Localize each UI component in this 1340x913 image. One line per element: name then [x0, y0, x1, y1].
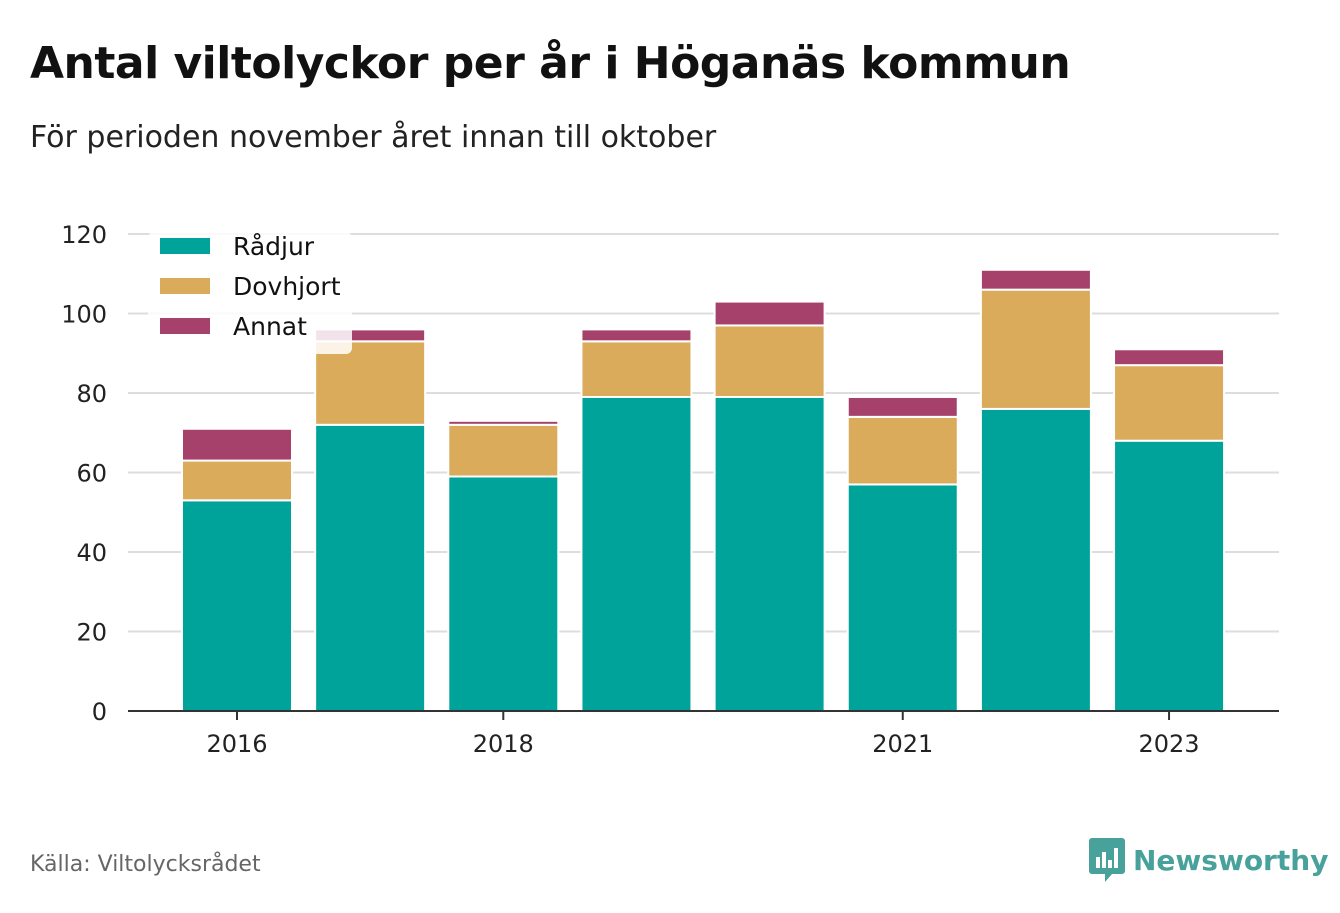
bar-dovhjort-2018: [447, 423, 560, 478]
bar-dovhjort-2020: [713, 324, 826, 398]
newsworthy-logo-icon: [1089, 838, 1125, 882]
bar-dovhjort-2016: [181, 459, 293, 502]
brand-logo: Newsworthy: [1089, 838, 1328, 882]
x-tick-label: 2021: [872, 730, 933, 758]
bar-annat-2019: [580, 328, 693, 343]
y-tick-label: 100: [61, 301, 107, 329]
source-note: Källa: Viltolycksrådet: [30, 852, 261, 877]
bar-annat-2020: [713, 300, 826, 327]
y-tick-label: 60: [76, 460, 107, 488]
bar-r-djur-2016: [181, 499, 293, 713]
legend-label-3: Annat: [233, 312, 307, 341]
bar-r-djur-2019: [580, 395, 693, 712]
bar-r-djur-2022: [979, 407, 1092, 712]
bar-r-djur-2020: [713, 395, 826, 712]
legend-swatch-3: [160, 318, 210, 334]
brand-name: Newsworthy: [1133, 843, 1329, 877]
y-tick-label: 80: [76, 380, 107, 408]
bars: [181, 268, 1226, 713]
x-tick-label: 2023: [1139, 730, 1200, 758]
legend-label-1: Rådjur: [233, 232, 315, 261]
bar-annat-2023: [1113, 348, 1226, 367]
legend: Rådjur Dovhjort Annat: [148, 232, 352, 354]
y-tick-label: 0: [92, 698, 107, 726]
axes: 0 20 40 60 80 100 120 2016 2018 2021 2023: [61, 221, 1279, 758]
x-tick-label: 2018: [473, 730, 534, 758]
legend-label-2: Dovhjort: [233, 272, 341, 301]
y-tick-label: 20: [76, 619, 107, 647]
y-tick-label: 120: [61, 221, 107, 249]
x-tick-label: 2016: [206, 730, 267, 758]
bar-dovhjort-2019: [580, 340, 693, 398]
bar-annat-2021: [846, 395, 959, 418]
legend-swatch-1: [160, 238, 210, 254]
legend-swatch-2: [160, 278, 210, 294]
y-tick-label: 40: [76, 539, 107, 567]
bar-r-djur-2018: [447, 475, 560, 712]
chart-subtitle: För perioden november året innan till ok…: [30, 120, 717, 155]
bar-annat-2022: [979, 268, 1092, 291]
bar-r-djur-2023: [1113, 439, 1226, 712]
bar-annat-2018: [447, 419, 560, 426]
chart-title: Antal viltolyckor per år i Höganäs kommu…: [30, 38, 1071, 89]
bar-dovhjort-2023: [1113, 364, 1226, 442]
bar-r-djur-2021: [846, 483, 959, 712]
bar-dovhjort-2021: [846, 415, 959, 486]
bar-r-djur-2017: [314, 423, 427, 712]
bar-dovhjort-2022: [979, 288, 1092, 410]
bar-dovhjort-2017: [314, 340, 427, 426]
bar-annat-2016: [181, 427, 293, 462]
